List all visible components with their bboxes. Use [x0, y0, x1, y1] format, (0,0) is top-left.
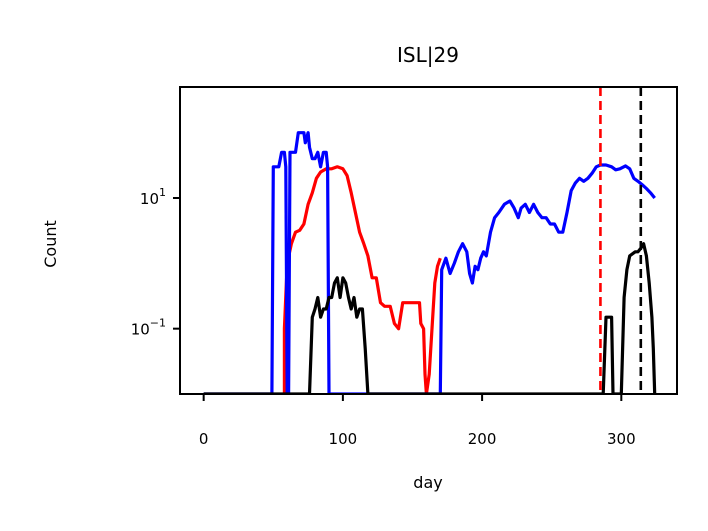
x-tick-label: 100 — [329, 430, 358, 448]
series-line-3 — [203, 242, 657, 394]
x-axis-label: day — [413, 473, 442, 492]
series-layer — [203, 131, 657, 394]
series-line-2 — [203, 131, 656, 394]
chart-title: ISL|29 — [397, 43, 459, 67]
series-line-1 — [282, 165, 442, 394]
y-axis: 10−1 101 — [131, 186, 180, 339]
plot-frame — [179, 86, 678, 395]
x-tick-label: 300 — [607, 430, 636, 448]
y-tick-label: 101 — [140, 186, 166, 208]
y-axis-label: Count — [41, 220, 60, 268]
x-axis: 0 100 200 300 — [199, 394, 636, 448]
y-tick-label: 10−1 — [131, 317, 166, 339]
x-tick-label: 200 — [468, 430, 497, 448]
x-tick-label: 0 — [199, 430, 209, 448]
reference-lines — [599, 87, 643, 394]
